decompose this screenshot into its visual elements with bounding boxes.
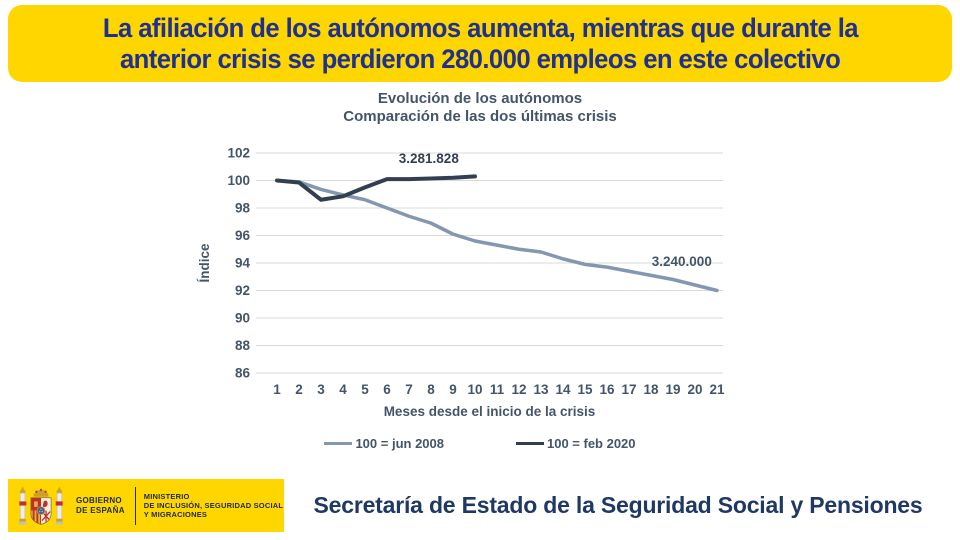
ministerio-line2: DE INCLUSIÓN, SEGURIDAD SOCIAL <box>143 501 284 510</box>
x-tick-label: 18 <box>643 382 659 397</box>
x-tick-label: 14 <box>555 382 571 397</box>
series-line-1 <box>275 178 719 293</box>
x-tick-label: 9 <box>449 382 457 397</box>
legend-item-feb2020: 100 = feb 2020 <box>515 436 636 451</box>
x-tick-label: 16 <box>599 382 615 397</box>
spain-coat-of-arms-icon <box>18 486 64 525</box>
x-tick-label: 8 <box>427 382 435 397</box>
data-label: 3.281.828 <box>399 151 460 166</box>
chart-title-line1: Evolución de los autónomos <box>377 90 583 107</box>
gobierno-line2: DE ESPAÑA <box>76 505 125 515</box>
headline-banner: La afiliación de los autónomos aumenta, … <box>8 5 952 82</box>
x-tick-label: 12 <box>511 382 526 397</box>
data-label: 3.240.000 <box>652 254 712 269</box>
y-tick-label: 100 <box>227 173 250 188</box>
x-tick-label: 7 <box>405 382 413 397</box>
logo-divider <box>134 486 136 525</box>
gobierno-text: GOBIERNO DE ESPAÑA <box>76 496 125 515</box>
y-axis-title: Índice <box>197 243 212 283</box>
x-tick-label: 5 <box>361 382 369 397</box>
ministerio-text: MINISTERIO DE INCLUSIÓN, SEGURIDAD SOCIA… <box>144 492 283 519</box>
legend-label-jun2008: 100 = jun 2008 <box>355 436 444 451</box>
x-tick-label: 1 <box>273 382 281 397</box>
chart-title: Evolución de los autónomos Comparación d… <box>195 90 765 126</box>
chart-legend: 100 = jun 2008 100 = feb 2020 <box>195 436 765 451</box>
x-axis-title: Meses desde el inicio de la crisis <box>384 404 596 419</box>
x-tick-label: 3 <box>317 382 325 397</box>
legend-swatch-feb2020 <box>515 441 544 446</box>
y-tick-label: 98 <box>235 201 251 216</box>
y-tick-label: 88 <box>235 338 251 353</box>
chart-title-line2: Comparación de las dos últimas crisis <box>343 108 617 125</box>
series-line-2 <box>275 174 477 202</box>
x-tick-label: 20 <box>687 382 702 397</box>
chart-block: Evolución de los autónomos Comparación d… <box>195 88 765 468</box>
y-tick-label: 86 <box>235 366 251 381</box>
headline-line1: La afiliación de los autónomos aumenta, … <box>102 12 858 43</box>
ministerio-line3: Y MIGRACIONES <box>143 510 208 519</box>
y-tick-label: 102 <box>227 146 250 161</box>
legend-item-jun2008: 100 = jun 2008 <box>324 436 444 451</box>
x-tick-label: 4 <box>339 382 347 397</box>
x-tick-label: 2 <box>295 382 303 397</box>
x-tick-label: 11 <box>490 382 505 397</box>
legend-label-feb2020: 100 = feb 2020 <box>546 436 636 451</box>
footer-title: Secretaría de Estado de la Seguridad Soc… <box>313 492 923 518</box>
y-tick-label: 96 <box>235 228 251 243</box>
ministerio-line1: MINISTERIO <box>143 492 190 501</box>
x-tick-label: 10 <box>467 382 482 397</box>
headline-line2: anterior crisis se perdieron 280.000 emp… <box>119 43 841 74</box>
gobierno-line1: GOBIERNO <box>76 496 122 505</box>
y-tick-label: 90 <box>235 311 250 326</box>
legend-swatch-jun2008 <box>324 441 353 446</box>
x-tick-label: 21 <box>709 382 725 397</box>
y-tick-label: 92 <box>235 283 250 298</box>
government-logo: GOBIERNO DE ESPAÑA MINISTERIO DE INCLUSI… <box>8 479 284 532</box>
x-tick-label: 15 <box>577 382 593 397</box>
x-tick-label: 6 <box>383 382 391 397</box>
x-tick-label: 17 <box>621 382 636 397</box>
y-tick-label: 94 <box>235 256 251 271</box>
x-tick-label: 19 <box>665 382 680 397</box>
x-tick-label: 13 <box>533 382 549 397</box>
